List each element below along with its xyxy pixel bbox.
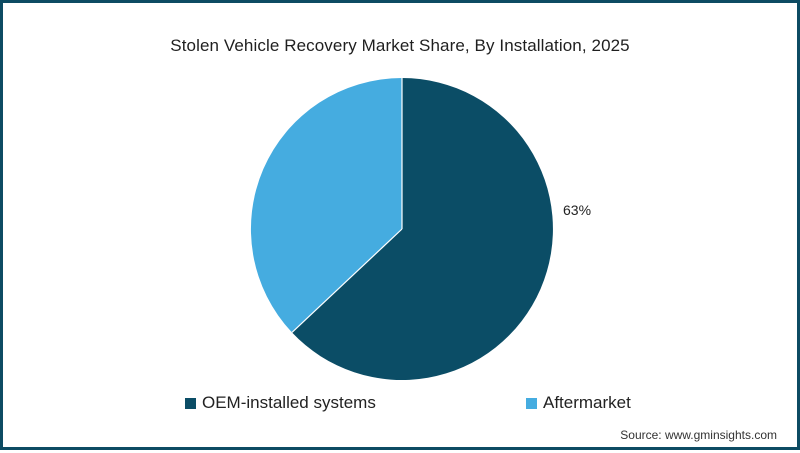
legend-item-oem: OEM-installed systems xyxy=(185,393,376,413)
pie-slice-aftermarket xyxy=(250,77,402,333)
legend-swatch-oem xyxy=(185,397,196,409)
slice-divider xyxy=(291,228,403,333)
chart-title: Stolen Vehicle Recovery Market Share, By… xyxy=(170,36,630,55)
legend-label-oem: OEM-installed systems xyxy=(202,393,376,412)
source-note: Source: www.gminsights.com xyxy=(620,428,777,442)
legend-swatch-aftermarket xyxy=(526,397,537,409)
legend-item-aftermarket: Aftermarket xyxy=(526,393,631,413)
data-label-oem: 63% xyxy=(563,202,592,218)
pie-slice-oem xyxy=(291,78,553,380)
pie-chart xyxy=(250,77,553,380)
legend-label-aftermarket: Aftermarket xyxy=(543,393,631,412)
